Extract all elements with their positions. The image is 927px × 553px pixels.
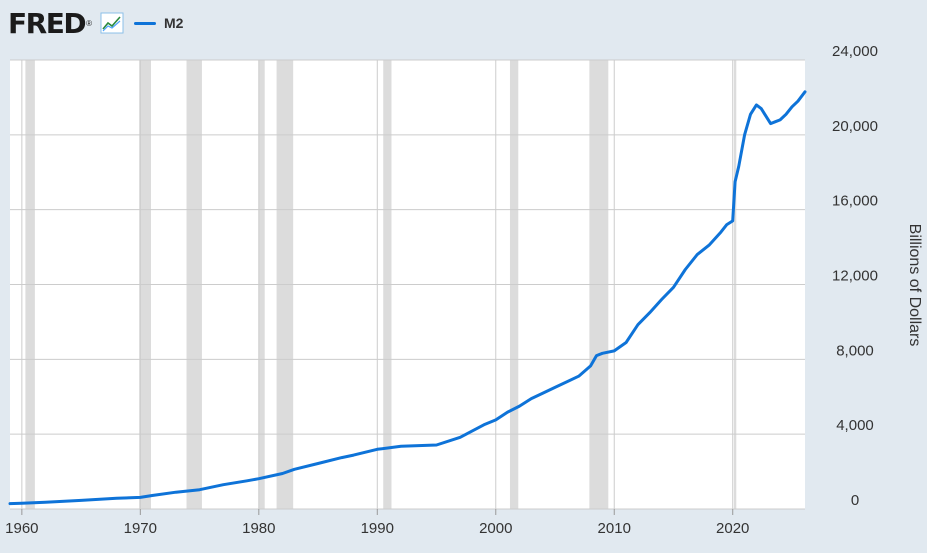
- fred-logo[interactable]: FRED: [8, 6, 87, 40]
- x-tick-label: 1970: [124, 520, 157, 537]
- y-tick-label: 16,000: [832, 193, 878, 210]
- chart-header: FRED ® M2: [8, 6, 183, 40]
- y-axis-label: Billions of Dollars: [906, 224, 923, 347]
- y-tick-label: 8,000: [836, 342, 874, 359]
- y-tick-label: 24,000: [832, 43, 878, 60]
- x-axis: 1960 1970 1980 1990 2000 2010 2020: [5, 509, 749, 537]
- x-tick-label: 1960: [5, 520, 38, 537]
- x-tick-label: 2000: [479, 520, 512, 537]
- y-tick-label: 20,000: [832, 118, 878, 135]
- registered-mark: ®: [86, 18, 92, 28]
- legend: M2: [133, 15, 184, 31]
- legend-label-m2[interactable]: M2: [163, 15, 184, 31]
- gridlines: [10, 59, 805, 510]
- line-chart-icon[interactable]: [100, 12, 124, 34]
- x-tick-label: 2010: [598, 520, 631, 537]
- x-tick-label: 1980: [242, 520, 275, 537]
- series-line-m2[interactable]: [8, 90, 807, 506]
- x-tick-label: 1990: [361, 520, 394, 537]
- y-axis: 0 4,000 8,000 12,000 16,000 20,000 24,000: [832, 43, 878, 509]
- y-tick-label: 12,000: [832, 268, 878, 285]
- legend-swatch-m2: [133, 21, 156, 25]
- y-tick-label: 0: [851, 492, 859, 509]
- x-tick-label: 2020: [716, 520, 749, 537]
- y-tick-label: 4,000: [836, 417, 874, 434]
